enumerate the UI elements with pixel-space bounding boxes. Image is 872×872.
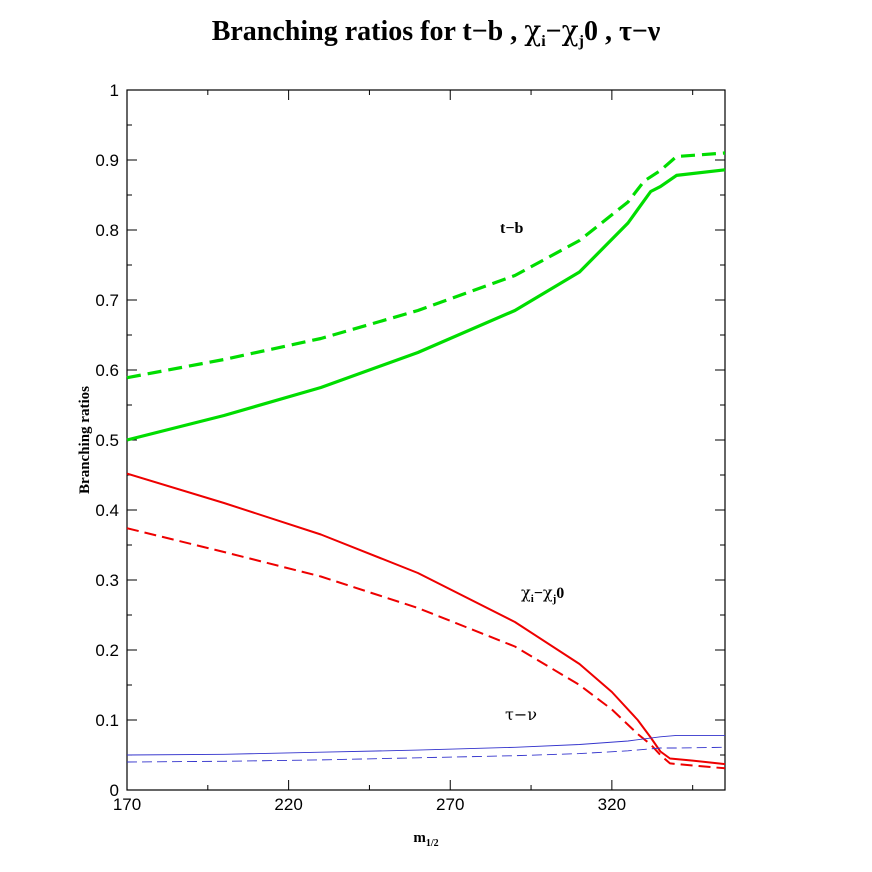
y-tick-label: 0.5: [95, 431, 119, 450]
annotation-chi: χi−χj0: [521, 583, 564, 605]
y-tick-label: 0.7: [95, 291, 119, 310]
y-axis-label: Branching ratios: [77, 386, 93, 494]
series-line-taunu-dashed: [126, 746, 726, 763]
axis-ticks: [126, 89, 725, 791]
y-tick-label: 0.2: [95, 641, 119, 660]
series-line-tb-solid: [126, 168, 726, 442]
chart-title: Branching ratios for t−b , χi−χj0 , τ−ν: [212, 14, 661, 50]
y-tick-label: 0.3: [95, 571, 119, 590]
y-tick-label: 0.4: [95, 501, 119, 520]
title-prefix: Branching ratios for t−b ,: [212, 16, 525, 47]
y-tick-label: 1: [110, 81, 119, 100]
y-tick-label: 0.1: [95, 711, 119, 730]
y-tick-label: 0: [110, 781, 119, 800]
annotation-tau-nu: τ−ν: [505, 705, 537, 724]
series-line-chi-solid: [126, 472, 726, 766]
data-series: [126, 151, 726, 770]
y-tick-label: 0.9: [95, 151, 119, 170]
series-line-tb-dashed: [126, 151, 726, 380]
y-tick-label: 0.8: [95, 221, 119, 240]
x-tick-label: 320: [598, 795, 626, 814]
series-line-chi-dashed: [126, 527, 726, 770]
y-tick-label: 0.6: [95, 361, 119, 380]
x-tick-label: 270: [436, 795, 464, 814]
annotation-t-b: t−b: [500, 220, 523, 237]
x-axis-label: m1/2: [413, 830, 438, 849]
x-tick-label: 220: [274, 795, 302, 814]
series-line-taunu-solid: [126, 734, 725, 756]
x-tick-label: 170: [113, 795, 141, 814]
axis-tick-labels: 0 0.1 0.2 0.3 0.4 0.5 0.6 0.7 0.8 0.9 1 170 220 270 32…: [95, 81, 626, 814]
